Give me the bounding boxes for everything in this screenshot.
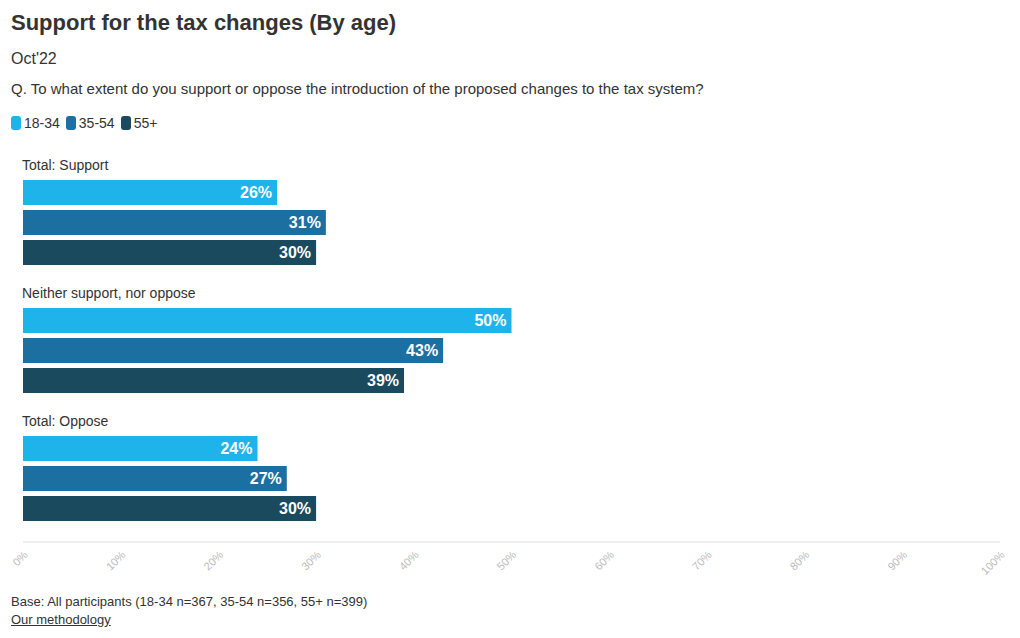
svg-text:Total: Support: Total: Support [22, 157, 108, 173]
svg-text:39%: 39% [367, 372, 399, 389]
html-text:55+: 55+ [133, 115, 158, 131]
html-text:Q. To what extent do you suppo: Q. To what extent do you support or oppo… [11, 80, 704, 97]
html-text:Base: All participants (18-34: Base: All participants (18-34 n=367, 35-… [11, 594, 368, 609]
svg-text:40%: 40% [397, 548, 421, 572]
svg-text:26%: 26% [240, 184, 272, 201]
svg-text:27%: 27% [250, 470, 282, 487]
svg-text:24%: 24% [220, 440, 252, 457]
html-text:Support for the tax changes (B: Support for the tax changes (By age) [11, 10, 397, 35]
svg-text:30%: 30% [279, 244, 311, 261]
svg-text:0%: 0% [10, 548, 30, 568]
svg-text:30%: 30% [279, 500, 311, 517]
html-text:18-34: 18-34 [24, 115, 60, 131]
svg-text:70%: 70% [690, 548, 714, 572]
svg-text:Neither support, nor oppose: Neither support, nor oppose [22, 285, 196, 301]
svg-text:50%: 50% [494, 548, 518, 572]
html-text:Oct'22: Oct'22 [11, 50, 57, 67]
svg-text:100%: 100% [979, 548, 1008, 577]
svg-text:90%: 90% [885, 548, 909, 572]
svg-text:31%: 31% [289, 214, 321, 231]
svg-text:50%: 50% [474, 312, 506, 329]
svg-text:Total: Oppose: Total: Oppose [22, 413, 109, 429]
svg-text:43%: 43% [406, 342, 438, 359]
html-text:Our methodology: Our methodology [11, 612, 111, 627]
svg-text:30%: 30% [299, 548, 323, 572]
svg-text:60%: 60% [592, 548, 616, 572]
svg-text:10%: 10% [104, 548, 128, 572]
svg-text:20%: 20% [201, 548, 225, 572]
svg-text:80%: 80% [787, 548, 811, 572]
html-text:35-54: 35-54 [78, 115, 115, 131]
